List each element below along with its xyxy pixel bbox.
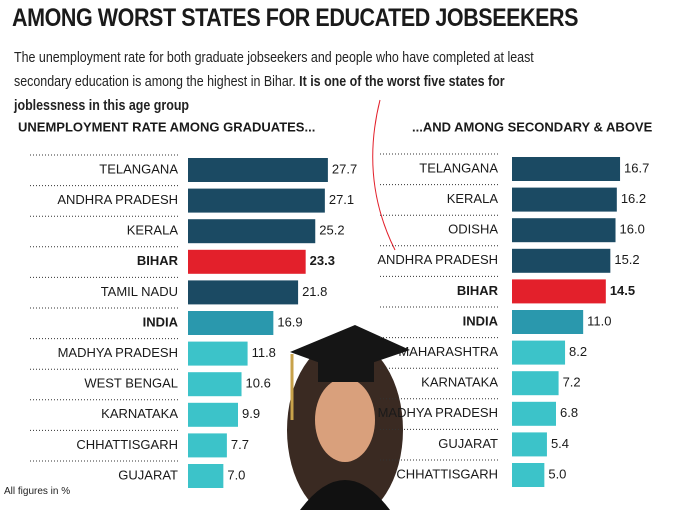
category-label: INDIA bbox=[463, 313, 499, 328]
category-label: KARNATAKA bbox=[421, 375, 498, 390]
category-label: KARNATAKA bbox=[101, 406, 178, 421]
value-label: 7.2 bbox=[563, 375, 581, 390]
bar bbox=[512, 218, 616, 243]
bar bbox=[188, 464, 224, 488]
footnote: All figures in % bbox=[4, 486, 71, 497]
category-label: TAMIL NADU bbox=[101, 284, 178, 299]
bar bbox=[188, 402, 238, 427]
bar bbox=[512, 401, 556, 426]
value-label: 27.7 bbox=[332, 161, 357, 176]
bar bbox=[512, 157, 621, 181]
subtitle: The unemployment rate for both graduate … bbox=[14, 46, 578, 118]
chart-subtitle: UNEMPLOYMENT RATE AMONG GRADUATES... bbox=[18, 119, 315, 134]
bar bbox=[512, 340, 566, 365]
bar bbox=[512, 371, 559, 396]
bar bbox=[188, 249, 306, 274]
category-label: MAHARASHTRA bbox=[398, 344, 498, 359]
bar bbox=[188, 219, 316, 244]
category-label: MADHYA PRADESH bbox=[58, 345, 178, 360]
value-label: 7.7 bbox=[231, 437, 249, 452]
category-label: ODISHA bbox=[448, 222, 498, 237]
bar bbox=[188, 311, 274, 335]
value-label: 16.0 bbox=[620, 222, 645, 237]
category-label: MADHYA PRADESH bbox=[378, 405, 498, 420]
bar bbox=[512, 248, 611, 273]
value-label: 15.2 bbox=[614, 252, 639, 267]
value-label: 16.7 bbox=[624, 160, 649, 175]
value-label: 27.1 bbox=[329, 192, 354, 207]
bar bbox=[512, 310, 584, 334]
bar bbox=[512, 187, 617, 212]
category-label: TELANGANA bbox=[99, 161, 178, 176]
bar bbox=[188, 433, 227, 458]
chart-subtitle: ...AND AMONG SECONDARY & ABOVE bbox=[412, 119, 653, 134]
value-label: 14.5 bbox=[610, 283, 635, 298]
category-label: GUJARAT bbox=[438, 436, 498, 451]
value-label: 6.8 bbox=[560, 405, 578, 420]
category-label: CHHATTISGARH bbox=[396, 466, 498, 481]
bar bbox=[512, 463, 545, 487]
category-label: ANDHRA PRADESH bbox=[377, 252, 498, 267]
value-label: 16.2 bbox=[621, 191, 646, 206]
category-label: BIHAR bbox=[457, 283, 499, 298]
category-label: KERALA bbox=[447, 191, 499, 206]
value-label: 16.9 bbox=[277, 314, 302, 329]
category-label: CHHATTISGARH bbox=[76, 437, 178, 452]
category-label: GUJARAT bbox=[118, 467, 178, 482]
value-label: 25.2 bbox=[319, 223, 344, 238]
bar bbox=[188, 158, 328, 182]
value-label: 23.3 bbox=[310, 253, 335, 268]
category-label: TELANGANA bbox=[419, 160, 498, 175]
category-label: KERALA bbox=[127, 223, 179, 238]
value-label: 9.9 bbox=[242, 406, 260, 421]
value-label: 8.2 bbox=[569, 344, 587, 359]
page-title: AMONG WORST STATES FOR EDUCATED JOBSEEKE… bbox=[12, 4, 579, 32]
value-label: 5.0 bbox=[548, 466, 566, 481]
value-label: 11.8 bbox=[252, 345, 276, 360]
bar bbox=[512, 279, 606, 304]
bar bbox=[188, 188, 325, 213]
subtitle-bold: It is one of the worst five states for j… bbox=[14, 73, 505, 114]
value-label: 5.4 bbox=[551, 436, 569, 451]
bar bbox=[188, 341, 248, 366]
value-label: 7.0 bbox=[227, 467, 245, 482]
subtitle-text: The unemployment rate for both graduate … bbox=[14, 49, 534, 90]
bar bbox=[188, 280, 299, 305]
value-label: 10.6 bbox=[246, 376, 271, 391]
value-label: 21.8 bbox=[302, 284, 327, 299]
category-label: INDIA bbox=[143, 314, 179, 329]
decor-line bbox=[372, 99, 396, 251]
graduate-figure bbox=[287, 325, 410, 510]
value-label: 11.0 bbox=[587, 313, 611, 328]
category-label: BIHAR bbox=[137, 253, 179, 268]
category-label: WEST BENGAL bbox=[84, 376, 178, 391]
category-label: ANDHRA PRADESH bbox=[57, 192, 178, 207]
bar bbox=[188, 372, 242, 397]
bar bbox=[512, 432, 547, 457]
